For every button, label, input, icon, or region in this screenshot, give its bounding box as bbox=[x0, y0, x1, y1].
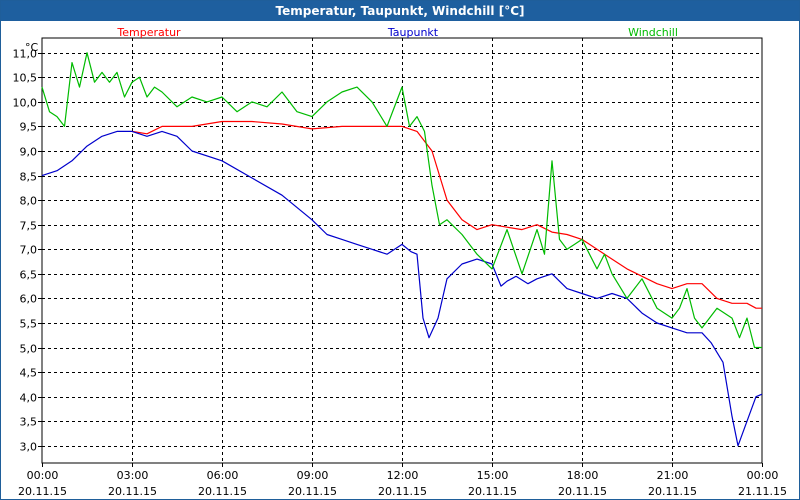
y-tick-label: 10,0 bbox=[13, 97, 38, 110]
x-tick-time: 00:00 bbox=[27, 469, 59, 482]
x-tick-time: 12:00 bbox=[387, 469, 419, 482]
y-axis-unit: °C bbox=[25, 41, 39, 54]
y-tick-label: 3,5 bbox=[20, 416, 38, 429]
x-tick-time: 06:00 bbox=[207, 469, 239, 482]
series-line-windchill bbox=[41, 52, 762, 349]
y-tick-label: 10,5 bbox=[13, 72, 38, 85]
x-tick-date: 20.11.15 bbox=[288, 485, 337, 498]
y-tick-label: 9,5 bbox=[20, 121, 38, 134]
x-tick-date: 20.11.15 bbox=[558, 485, 607, 498]
y-tick-label: 5,0 bbox=[20, 343, 38, 356]
y-tick-label: 7,5 bbox=[20, 220, 38, 233]
legend-taupunkt: Taupunkt bbox=[387, 26, 439, 39]
series-line-temperatur bbox=[131, 120, 762, 309]
series-line-taupunkt bbox=[41, 130, 763, 447]
legend-windchill: Windchill bbox=[628, 26, 678, 39]
x-tick-date: 20.11.15 bbox=[18, 485, 67, 498]
y-tick-label: 3,0 bbox=[20, 441, 38, 454]
x-tick-time: 18:00 bbox=[567, 469, 599, 482]
x-tick-date: 21.11.15 bbox=[738, 485, 787, 498]
x-tick-date: 20.11.15 bbox=[378, 485, 427, 498]
chart-title: Temperatur, Taupunkt, Windchill [°C] bbox=[1, 1, 799, 21]
y-tick-label: 6,0 bbox=[20, 293, 38, 306]
y-tick-label: 8,5 bbox=[20, 171, 38, 184]
x-tick-time: 15:00 bbox=[477, 469, 509, 482]
x-tick-date: 20.11.15 bbox=[198, 485, 247, 498]
x-tick-date: 20.11.15 bbox=[648, 485, 697, 498]
x-tick-date: 20.11.15 bbox=[468, 485, 517, 498]
legend-temperatur: Temperatur bbox=[116, 26, 181, 39]
x-tick-time: 03:00 bbox=[117, 469, 149, 482]
x-tick-time: 00:00 bbox=[747, 469, 779, 482]
y-tick-label: 11,0 bbox=[13, 48, 38, 61]
y-tick-label: 8,0 bbox=[20, 195, 38, 208]
y-tick-label: 6,5 bbox=[20, 269, 38, 282]
y-tick-label: 5,5 bbox=[20, 318, 38, 331]
y-tick-label: 9,0 bbox=[20, 146, 38, 159]
x-tick-date: 20.11.15 bbox=[108, 485, 157, 498]
y-tick-label: 4,0 bbox=[20, 392, 38, 405]
y-tick-label: 4,5 bbox=[20, 367, 38, 380]
y-tick-label: 7,0 bbox=[20, 244, 38, 257]
x-tick-time: 09:00 bbox=[297, 469, 329, 482]
x-tick-time: 21:00 bbox=[657, 469, 689, 482]
